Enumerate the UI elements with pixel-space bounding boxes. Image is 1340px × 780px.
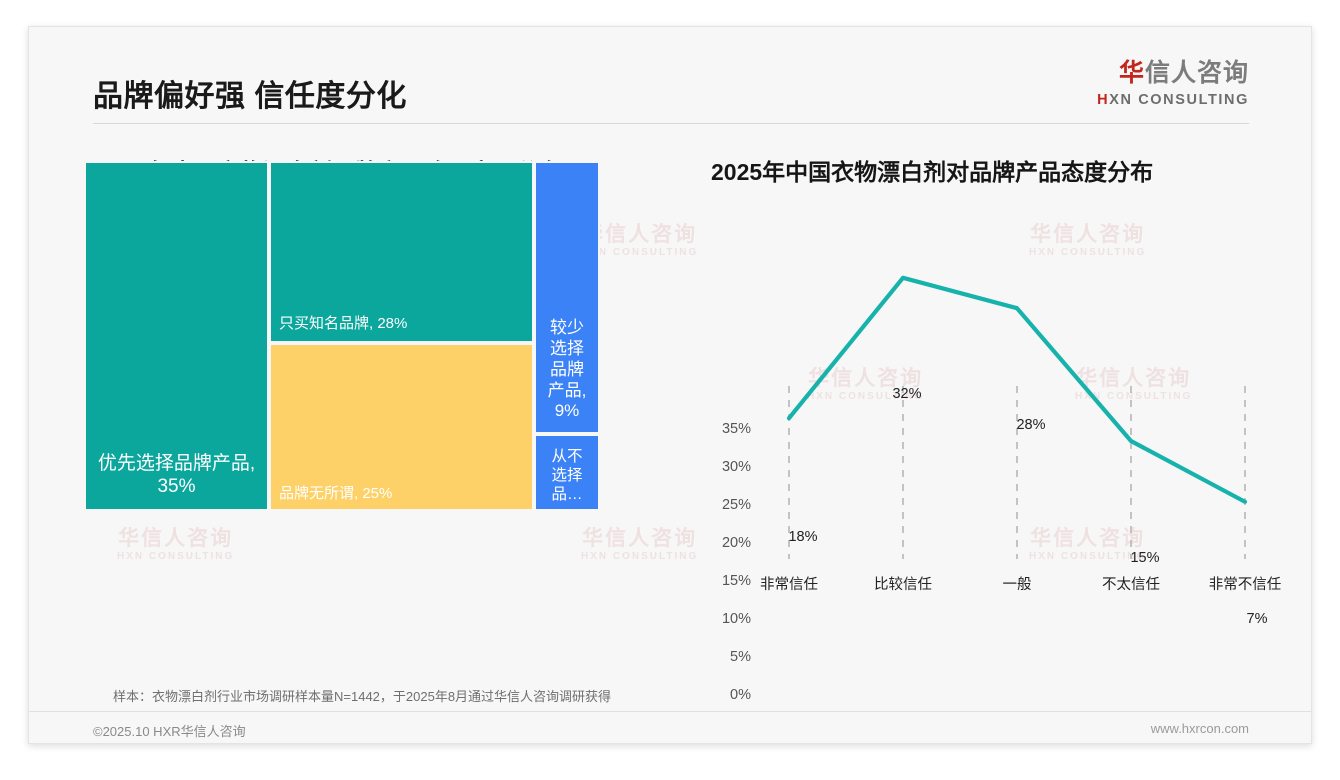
y-axis-tick: 10% [721, 611, 751, 627]
logo-cn-rest: 信人咨询 [1144, 59, 1249, 87]
data-label: 32% [892, 386, 922, 402]
y-axis-tick: 15% [721, 573, 751, 589]
line-chart-plot [786, 275, 1248, 559]
treemap-tile[interactable]: 只买知名品牌, 28% [269, 161, 534, 343]
y-axis: 35% 30% 25% 20% 15% 10% 5% 0% [689, 281, 751, 703]
logo-cn-red-char: 华 [1118, 59, 1145, 87]
x-axis-tick: 非常不信任 [1208, 577, 1282, 593]
source-note: 样本：衣物漂白剂行业市场调研样本量N=1442，于2025年8月通过华信人咨询调… [113, 689, 612, 704]
treemap-tile[interactable]: 品牌无所谓, 25% [269, 343, 534, 511]
treemap-tile-label: 从不 选择 品… [551, 448, 583, 504]
header-divider [93, 123, 1249, 124]
x-axis-tick: 一般 [1002, 577, 1032, 593]
y-axis-tick: 0% [730, 687, 751, 703]
gridlines [788, 386, 1246, 559]
treemap-tile[interactable]: 优先选择品牌产品, 35% [84, 161, 269, 511]
watermark-cn: 华信人咨询 [118, 527, 234, 550]
y-axis-tick: 20% [721, 535, 751, 551]
watermark-en: HXN CONSULTING [581, 551, 699, 563]
treemap-tile-label: 较少 选择 品牌 产品, 9% [547, 318, 587, 421]
footer-divider [29, 711, 1311, 712]
slide-canvas: 品牌偏好强 信任度分化 华信人咨询 HXN CONSULTING 华信人咨询 H… [28, 26, 1312, 744]
watermark-en: HXN CONSULTING [117, 551, 235, 563]
page-title: 品牌偏好强 信任度分化 [93, 80, 407, 113]
y-axis-tick: 35% [721, 421, 751, 437]
copyright-text: ©2025.10 HXR华信人咨询 [93, 724, 246, 739]
x-axis-tick: 不太信任 [1102, 577, 1160, 593]
y-axis-tick: 5% [730, 649, 751, 665]
treemap-tile-label: 品牌无所谓, 25% [279, 485, 393, 503]
y-axis-tick: 30% [721, 459, 751, 475]
treemap-tile[interactable]: 较少 选择 品牌 产品, 9% [534, 161, 600, 434]
logo-en-red-char: H [1097, 92, 1110, 108]
treemap-tile-label: 优先选择品牌产品, 35% [97, 452, 256, 498]
company-logo: 华信人咨询 HXN CONSULTING [1097, 61, 1249, 108]
y-axis-tick: 25% [721, 497, 751, 513]
data-line [786, 275, 1248, 504]
watermark-cn: 华信人咨询 [582, 527, 698, 550]
x-axis-tick: 比较信任 [874, 577, 932, 593]
treemap-tile-label: 只买知名品牌, 28% [279, 315, 408, 333]
data-label: 28% [1016, 417, 1046, 433]
data-label: 18% [788, 529, 818, 545]
x-axis-tick: 非常信任 [760, 577, 818, 593]
logo-english-text: HXN CONSULTING [1097, 93, 1249, 108]
right-chart-panel: 2025年中国衣物漂白剂对品牌产品态度分布 35% 30% 25% 20% 15… [711, 159, 1281, 703]
treemap-tile[interactable]: 从不 选择 品… [534, 434, 600, 511]
watermark: 华信人咨询 HXN CONSULTING [117, 527, 234, 563]
watermark: 华信人咨询 HXN CONSULTING [581, 527, 698, 563]
data-label: 15% [1130, 550, 1160, 566]
slide-header: 品牌偏好强 信任度分化 华信人咨询 HXN CONSULTING [29, 27, 1311, 125]
line-chart: 35% 30% 25% 20% 15% 10% 5% 0% [711, 275, 1282, 703]
website-link[interactable]: www.hxrcon.com [1150, 721, 1249, 736]
right-chart-title: 2025年中国衣物漂白剂对品牌产品态度分布 [711, 159, 1154, 185]
data-label: 7% [1246, 611, 1268, 627]
logo-en-rest: XN CONSULTING [1109, 92, 1249, 108]
treemap-chart: 优先选择品牌产品, 35% 只买知名品牌, 28% 品牌无所谓, 25% 较少 … [84, 161, 600, 511]
logo-chinese-text: 华信人咨询 [1097, 61, 1249, 86]
